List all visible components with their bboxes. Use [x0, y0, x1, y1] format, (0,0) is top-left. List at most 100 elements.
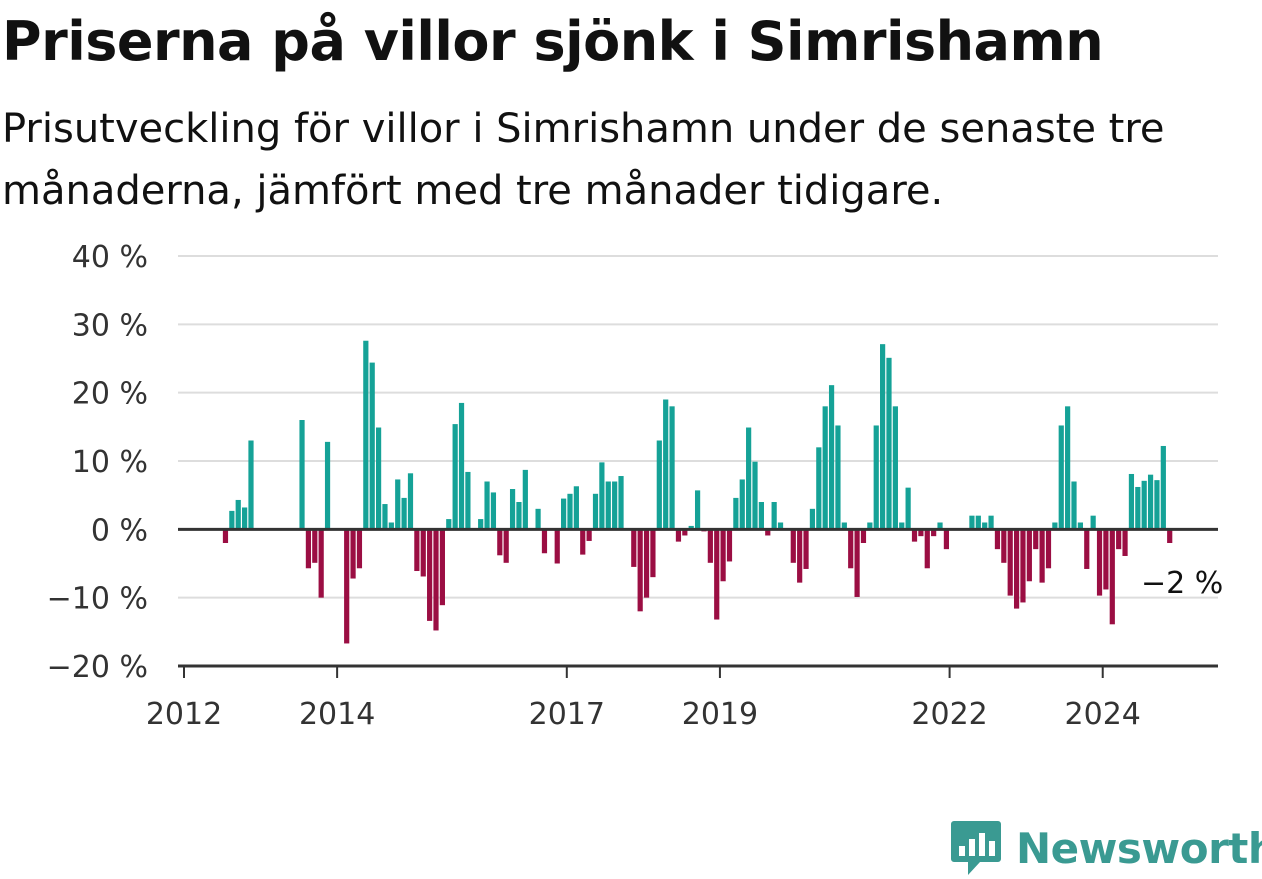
bar [822, 406, 828, 530]
bar [765, 529, 771, 536]
x-tick-label: 2017 [529, 697, 605, 732]
bar [726, 529, 733, 562]
bar [248, 440, 254, 530]
bar [369, 362, 375, 530]
x-tick-label: 2012 [146, 697, 222, 732]
bar [229, 510, 235, 530]
bar [758, 502, 764, 530]
bar [388, 522, 394, 530]
bar [395, 479, 401, 530]
bar [605, 481, 611, 530]
newsworthy-logo-icon [951, 821, 1001, 875]
bar [312, 529, 318, 563]
bar [1077, 522, 1083, 530]
bar [969, 515, 975, 530]
annotation-label: −2 % [1141, 566, 1223, 601]
y-axis: 40 % 30 % 20 % 10 % 0 % −10 % −20 % [47, 240, 148, 685]
bar [918, 529, 924, 537]
chart-title: Priserna på villor sjönk i Simrishamn [2, 10, 1104, 73]
bar [892, 406, 898, 530]
bar [1020, 529, 1026, 603]
chart-subtitle: Prisutveckling för villor i Simrishamn u… [2, 106, 1165, 214]
bar [975, 515, 981, 530]
bar [446, 519, 452, 530]
bar [350, 529, 356, 579]
bar [688, 525, 694, 530]
newsworthy-logo-text: Newsworthy [1016, 823, 1262, 873]
bar [867, 522, 873, 530]
bar [452, 424, 458, 530]
bar [873, 425, 879, 530]
bar [458, 402, 465, 530]
bar [777, 522, 784, 530]
bar [931, 529, 937, 537]
bar [382, 504, 388, 530]
bar [573, 486, 579, 530]
bar [899, 522, 905, 530]
bar [516, 502, 522, 530]
bar [803, 529, 809, 569]
y-tick-label: 0 % [91, 513, 148, 548]
newsworthy-logo: Newsworthy [950, 818, 1262, 878]
bar [905, 487, 911, 530]
bar [356, 529, 363, 569]
bar [797, 529, 803, 583]
bar [720, 529, 726, 582]
bar [886, 357, 892, 530]
x-tick-label: 2014 [299, 697, 375, 732]
bar [1128, 473, 1135, 530]
bar [816, 447, 822, 530]
bar [790, 529, 796, 563]
y-tick-label: 10 % [72, 445, 148, 480]
bar [771, 502, 777, 530]
bar [911, 529, 918, 542]
bar [752, 461, 758, 530]
bar [828, 385, 835, 530]
y-tick-label: 30 % [72, 308, 148, 343]
bar [535, 508, 541, 530]
bar [1122, 529, 1128, 556]
bar [631, 529, 637, 567]
bar [880, 344, 886, 530]
gridlines [178, 255, 1218, 599]
x-axis: 2012 2014 2017 2019 2022 2024 [146, 664, 1218, 732]
bar [375, 427, 382, 530]
bar [586, 529, 592, 541]
bar [222, 529, 229, 543]
bar [541, 529, 548, 554]
bar [427, 529, 433, 621]
bar [994, 529, 1001, 550]
bar [1160, 445, 1166, 530]
bar [1090, 515, 1096, 530]
bar [1026, 529, 1032, 582]
bar [835, 425, 841, 530]
bar [714, 529, 720, 620]
x-tick-label: 2024 [1065, 697, 1141, 732]
y-tick-label: −20 % [47, 650, 148, 685]
bar [841, 522, 847, 530]
bar [1096, 529, 1103, 596]
bar [1065, 406, 1071, 530]
bar [235, 499, 241, 530]
bar [305, 529, 312, 569]
bar [401, 497, 407, 530]
bar [860, 529, 867, 543]
bar [809, 508, 816, 530]
bar [1147, 474, 1154, 530]
bar [1084, 529, 1090, 569]
bar [943, 529, 950, 550]
y-tick-label: −10 % [47, 582, 148, 617]
bar [1135, 486, 1141, 530]
bar [478, 519, 484, 530]
bar [612, 481, 618, 530]
bar [1103, 529, 1109, 590]
bar [318, 529, 324, 598]
bar [1109, 529, 1115, 625]
bar [854, 529, 860, 597]
bar [1058, 425, 1064, 530]
bar [1052, 522, 1058, 530]
bar [439, 529, 445, 606]
bar [937, 522, 943, 530]
bar [561, 498, 567, 530]
x-tick-label: 2019 [682, 697, 758, 732]
